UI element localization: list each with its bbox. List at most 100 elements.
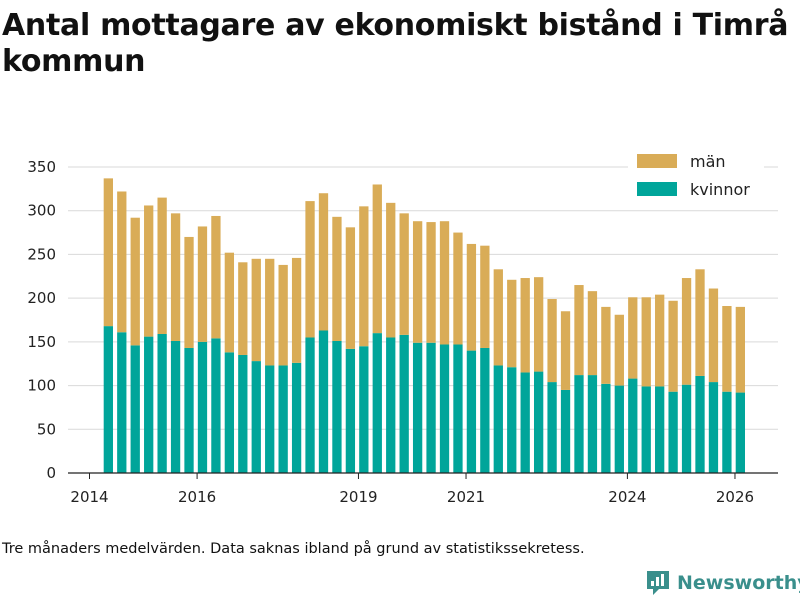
bar-kvinnor: [641, 386, 651, 473]
y-axis: 0 50 100 150 200 250 300 350: [27, 158, 56, 482]
bar-man: [681, 278, 692, 385]
bar-kvinnor: [547, 382, 557, 473]
bar-kvinnor: [117, 332, 127, 473]
bar-man: [103, 178, 113, 327]
bar-man: [399, 213, 409, 335]
bar-kvinnor: [399, 334, 409, 473]
bar-man: [332, 216, 342, 341]
bar-kvinnor: [332, 340, 342, 473]
bar-kvinnor: [560, 389, 571, 473]
bar-man: [372, 184, 382, 334]
bar-man: [251, 258, 261, 362]
bar-man: [439, 221, 450, 345]
bar-kvinnor: [722, 391, 732, 473]
bar-man: [533, 277, 544, 372]
bar-kvinnor: [681, 384, 692, 473]
bar-man: [493, 269, 503, 366]
bar-kvinnor: [130, 345, 140, 473]
bar-kvinnor: [412, 342, 423, 473]
bar-man: [722, 306, 732, 392]
y-tick-label: 50: [37, 420, 56, 438]
y-tick-label: 300: [27, 202, 56, 220]
bar-man: [386, 202, 396, 338]
x-tick-label: 2016: [178, 488, 216, 506]
bar-kvinnor: [238, 354, 248, 473]
y-tick-label: 150: [27, 333, 56, 351]
bar-man: [695, 269, 705, 376]
bar-man: [668, 300, 678, 392]
brand-logo[interactable]: Newsworthy: [645, 569, 800, 597]
legend-swatch: [637, 154, 677, 168]
bar-man: [426, 222, 436, 343]
bar-kvinnor: [668, 391, 678, 473]
bar-man: [278, 264, 288, 366]
bar-kvinnor: [587, 375, 598, 473]
bar-man: [466, 243, 477, 351]
y-tick-label: 200: [27, 289, 56, 307]
bar-kvinnor: [614, 385, 624, 473]
x-tick-label: 2014: [70, 488, 108, 506]
footnote: Tre månaders medelvärden. Data saknas ib…: [2, 541, 585, 557]
bar-chart-logo-icon: [647, 571, 669, 595]
bar-man: [574, 285, 584, 376]
bar-kvinnor: [144, 336, 154, 473]
bar-kvinnor: [103, 326, 113, 473]
bar-man: [117, 191, 127, 333]
bar-man: [224, 252, 235, 353]
bar-kvinnor: [345, 348, 356, 473]
bar-kvinnor: [318, 330, 329, 473]
bar-kvinnor: [453, 344, 463, 473]
bar-man: [238, 262, 248, 355]
bar-kvinnor: [628, 378, 638, 473]
bar-kvinnor: [574, 375, 584, 473]
bar-man: [211, 215, 221, 339]
bar-kvinnor: [211, 338, 221, 473]
bar-man: [359, 206, 369, 347]
bar-kvinnor: [278, 365, 288, 473]
bar-kvinnor: [480, 347, 490, 473]
bar-man: [735, 306, 745, 393]
bar-man: [480, 245, 490, 348]
bar-kvinnor: [291, 362, 302, 473]
x-tick-label: 2019: [339, 488, 377, 506]
bar-series: [103, 178, 745, 473]
x-tick-label: 2024: [608, 488, 646, 506]
legend: män kvinnor: [628, 150, 764, 208]
bar-kvinnor: [426, 342, 436, 473]
bar-kvinnor: [372, 333, 382, 473]
bar-man: [587, 291, 598, 376]
chart-title: Antal mottagare av ekonomiskt bistånd i …: [2, 8, 789, 79]
x-tick-label: 2021: [447, 488, 485, 506]
bar-kvinnor: [386, 337, 396, 473]
bar-kvinnor: [735, 392, 745, 473]
bar-kvinnor: [493, 365, 503, 473]
bar-man: [708, 288, 719, 383]
y-tick-label: 250: [27, 245, 56, 263]
bar-kvinnor: [601, 383, 611, 473]
bar-kvinnor: [265, 365, 275, 473]
bar-man: [305, 201, 315, 338]
bar-kvinnor: [224, 352, 235, 473]
bar-kvinnor: [305, 337, 315, 473]
bar-kvinnor: [533, 371, 544, 473]
bar-man: [318, 193, 329, 331]
bar-man: [291, 257, 302, 363]
bar-man: [144, 205, 154, 337]
bar-man: [614, 314, 624, 386]
bar-man: [547, 299, 557, 383]
bar-man: [157, 197, 167, 334]
legend-label: män: [690, 152, 726, 171]
y-tick-label: 0: [46, 464, 56, 482]
legend-swatch: [637, 182, 677, 196]
bar-kvinnor: [170, 340, 181, 473]
bar-man: [507, 279, 517, 368]
bar-man: [197, 226, 208, 342]
y-tick-label: 100: [27, 377, 56, 395]
bar-man: [412, 221, 423, 343]
bar-man: [265, 258, 275, 366]
bar-kvinnor: [359, 346, 369, 473]
bar-man: [453, 232, 463, 345]
bar-kvinnor: [197, 341, 208, 473]
x-tick-label: 2026: [716, 488, 754, 506]
